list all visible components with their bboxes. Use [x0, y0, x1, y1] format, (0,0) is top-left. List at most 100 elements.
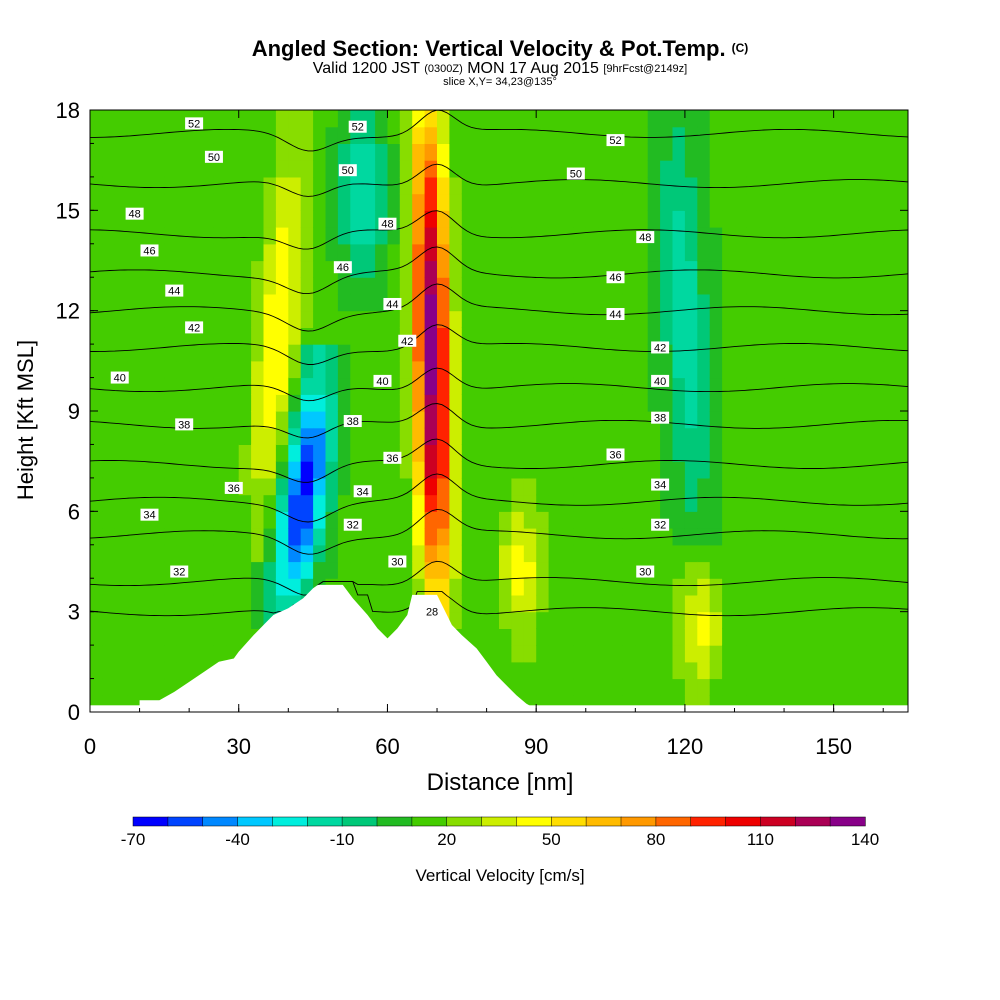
velocity-cell	[127, 293, 141, 312]
velocity-cell	[263, 227, 277, 245]
velocity-cell	[226, 210, 240, 228]
velocity-cell	[635, 411, 649, 429]
velocity-cell	[176, 377, 190, 395]
velocity-cell	[523, 544, 537, 563]
contour-label-bg	[110, 371, 129, 384]
velocity-cell	[213, 511, 227, 529]
velocity-cell	[585, 561, 599, 579]
velocity-cell	[647, 176, 661, 195]
velocity-cell	[275, 310, 289, 328]
velocity-cell	[263, 260, 277, 278]
velocity-cell	[610, 394, 624, 412]
velocity-cell	[288, 176, 302, 195]
velocity-cell	[672, 176, 686, 195]
velocity-cell	[722, 210, 736, 228]
velocity-cell	[437, 544, 450, 563]
velocity-cell	[164, 110, 178, 128]
velocity-cell	[362, 193, 376, 211]
velocity-cell	[759, 277, 773, 295]
velocity-cell	[846, 611, 859, 629]
velocity-cell	[734, 260, 748, 278]
contour-label: 50	[342, 165, 354, 177]
contour-label: 46	[609, 272, 621, 284]
velocity-cell	[895, 411, 908, 429]
velocity-cell	[226, 494, 240, 512]
velocity-cell	[598, 594, 612, 613]
velocity-cell	[114, 561, 128, 579]
velocity-cell	[449, 227, 463, 245]
velocity-cell	[759, 193, 773, 211]
velocity-cell	[598, 210, 612, 228]
velocity-cell	[672, 628, 686, 646]
velocity-cell	[635, 578, 649, 596]
velocity-cell	[176, 394, 190, 412]
velocity-cell	[213, 176, 227, 195]
velocity-cell	[313, 327, 327, 345]
velocity-cell	[300, 210, 314, 228]
velocity-cell	[722, 578, 736, 596]
velocity-cell	[759, 628, 773, 646]
velocity-cell	[647, 277, 661, 295]
velocity-cell	[251, 377, 265, 395]
velocity-cell	[610, 176, 624, 195]
velocity-cell	[883, 678, 897, 696]
velocity-cell	[251, 528, 265, 546]
velocity-cell	[858, 193, 872, 211]
velocity-cell	[139, 344, 153, 362]
velocity-cell	[536, 143, 550, 161]
velocity-cell	[734, 678, 748, 696]
velocity-cell	[288, 528, 302, 546]
velocity-cell	[251, 394, 265, 412]
velocity-cell	[684, 494, 698, 512]
velocity-cell	[561, 260, 574, 278]
velocity-cell	[114, 411, 128, 429]
velocity-cell	[238, 377, 252, 395]
velocity-cell	[511, 110, 525, 128]
contour-label-bg	[388, 555, 407, 568]
velocity-cell	[895, 143, 908, 161]
velocity-cell	[375, 176, 389, 195]
velocity-cell	[734, 126, 748, 144]
velocity-cell	[375, 611, 389, 629]
chart-subtitle: Valid 1200 JST (0300Z) MON 17 Aug 2015 […	[0, 60, 1000, 78]
velocity-cell	[238, 528, 252, 546]
velocity-cell	[858, 494, 872, 512]
velocity-cell	[585, 210, 599, 228]
velocity-cell	[548, 578, 562, 596]
velocity-cell	[883, 594, 897, 613]
velocity-cell	[362, 594, 376, 613]
velocity-cell	[561, 461, 574, 479]
contour-label-bg	[170, 565, 189, 578]
contour-label-bg	[423, 605, 442, 618]
velocity-cell	[585, 277, 599, 295]
velocity-cell	[90, 293, 103, 312]
velocity-cell	[474, 377, 488, 395]
velocity-cell	[858, 176, 872, 195]
velocity-cell	[684, 444, 698, 462]
velocity-cell	[660, 645, 674, 663]
velocity-cell	[858, 293, 872, 312]
velocity-cell	[598, 427, 612, 445]
velocity-cell	[548, 377, 562, 395]
velocity-cell	[833, 645, 847, 663]
velocity-cell	[734, 143, 748, 161]
velocity-cell	[846, 193, 859, 211]
velocity-cell	[127, 110, 141, 128]
pot-temp-contour	[90, 560, 908, 596]
velocity-cell	[350, 360, 364, 379]
contour-label-bg	[606, 134, 625, 147]
velocity-cell	[561, 628, 574, 646]
velocity-cell	[399, 511, 413, 529]
velocity-cell	[536, 661, 550, 680]
velocity-cell	[288, 110, 302, 128]
velocity-cell	[846, 160, 859, 178]
velocity-cell	[660, 110, 674, 128]
velocity-cell	[759, 293, 773, 312]
velocity-cell	[647, 645, 661, 663]
colorbar-swatch	[376, 816, 413, 827]
velocity-cell	[139, 528, 153, 546]
velocity-cell	[499, 160, 512, 178]
velocity-cell	[598, 528, 612, 546]
velocity-cell	[325, 494, 339, 512]
velocity-cell	[474, 277, 488, 295]
